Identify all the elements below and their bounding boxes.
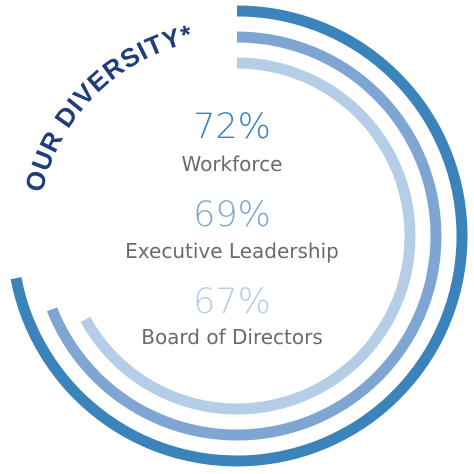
ring-board-of-directors bbox=[80, 57, 416, 415]
ring-group bbox=[10, 5, 468, 467]
ring-executive-leadership bbox=[46, 31, 442, 441]
workforce-label: Workforce bbox=[181, 152, 282, 176]
board-of-directors-value: 67% bbox=[193, 282, 271, 322]
executive-leadership-label: Executive Leadership bbox=[125, 239, 339, 263]
label-group: 72% Workforce 69% Executive Leadership 6… bbox=[125, 107, 339, 349]
board-of-directors-label: Board of Directors bbox=[141, 325, 323, 349]
chart-title: OUR DIVERSITY* bbox=[19, 19, 196, 195]
workforce-value: 72% bbox=[193, 107, 271, 147]
ring-workforce bbox=[10, 5, 468, 467]
executive-leadership-value: 69% bbox=[193, 195, 271, 235]
chart-title-text: OUR DIVERSITY* bbox=[19, 19, 195, 195]
